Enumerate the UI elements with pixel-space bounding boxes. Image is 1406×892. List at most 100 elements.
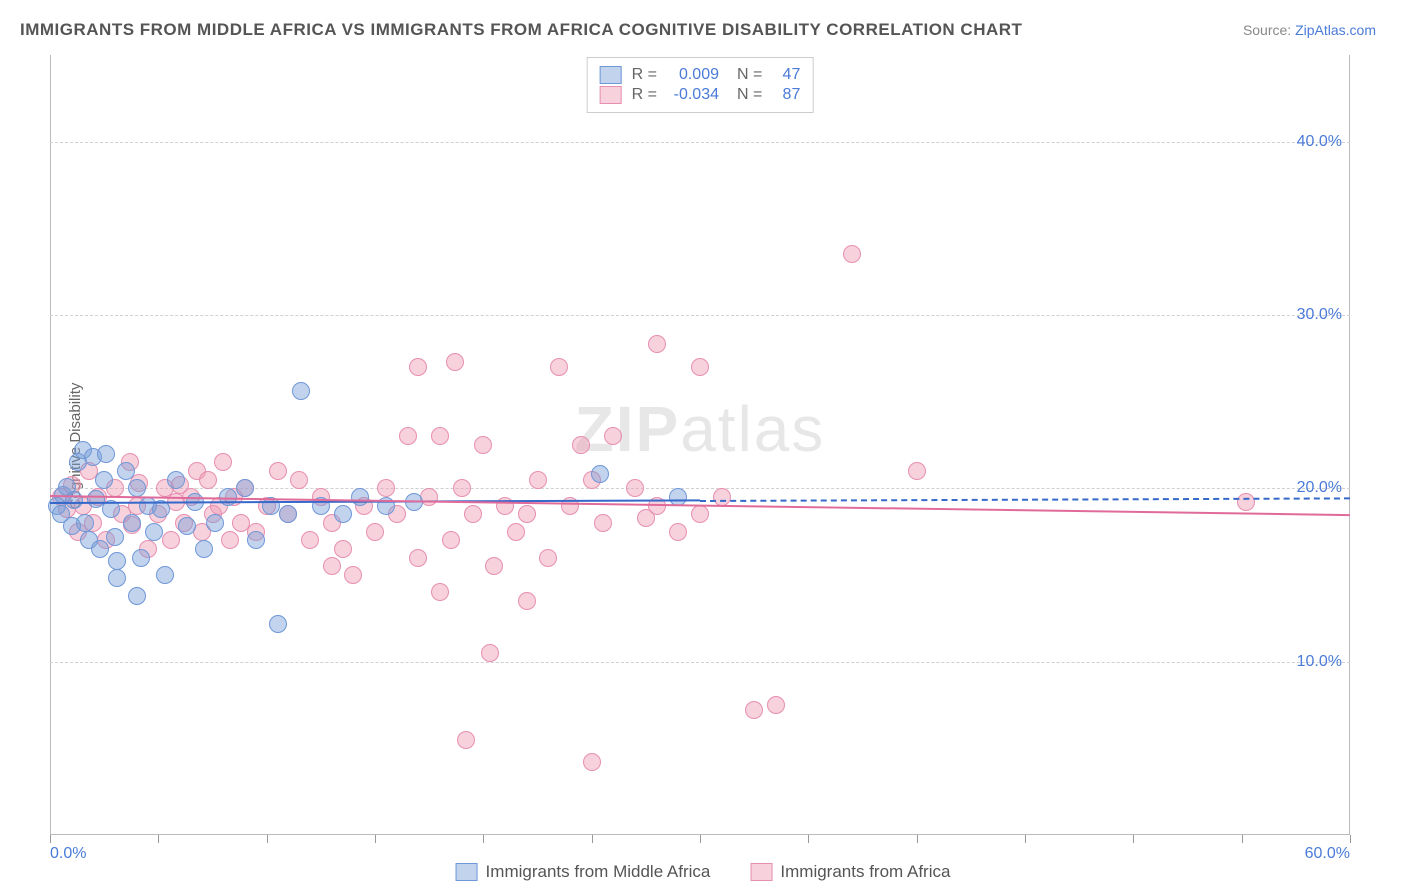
r-value-series1: 0.009 xyxy=(667,66,719,84)
scatter-point xyxy=(409,549,427,567)
chart-area: ZIPatlas 10.0%20.0%30.0%40.0%0.0%60.0% R… xyxy=(50,55,1350,835)
source-attribution: Source: ZipAtlas.com xyxy=(1243,22,1376,38)
scatter-point xyxy=(669,523,687,541)
source-prefix: Source: xyxy=(1243,22,1295,38)
r-value-series2: -0.034 xyxy=(667,86,719,104)
scatter-point xyxy=(691,358,709,376)
scatter-point xyxy=(128,479,146,497)
scatter-point xyxy=(128,587,146,605)
xtick xyxy=(917,835,918,843)
legend-item-series2: Immigrants from Africa xyxy=(750,862,950,882)
swatch-series2 xyxy=(600,86,622,104)
scatter-point xyxy=(442,531,460,549)
n-label: N = xyxy=(737,86,762,104)
gridline xyxy=(50,662,1350,663)
scatter-point xyxy=(529,471,547,489)
scatter-point xyxy=(269,615,287,633)
gridline xyxy=(50,142,1350,143)
legend-label-series2: Immigrants from Africa xyxy=(780,862,950,882)
scatter-point xyxy=(843,245,861,263)
xtick xyxy=(375,835,376,843)
xtick-label: 0.0% xyxy=(50,845,86,863)
info-row-series2: R = -0.034 N = 87 xyxy=(600,86,801,104)
legend-swatch-series2 xyxy=(750,863,772,881)
scatter-point xyxy=(214,453,232,471)
xtick xyxy=(1133,835,1134,843)
scatter-point xyxy=(453,479,471,497)
scatter-point xyxy=(156,566,174,584)
gridline xyxy=(50,315,1350,316)
ytick-label: 40.0% xyxy=(1297,133,1342,151)
scatter-point xyxy=(604,427,622,445)
scatter-point xyxy=(108,552,126,570)
scatter-point xyxy=(351,488,369,506)
scatter-point xyxy=(446,353,464,371)
legend-item-series1: Immigrants from Middle Africa xyxy=(456,862,711,882)
scatter-point xyxy=(95,471,113,489)
xtick xyxy=(158,835,159,843)
scatter-point xyxy=(594,514,612,532)
scatter-point xyxy=(301,531,319,549)
ytick-label: 20.0% xyxy=(1297,479,1342,497)
swatch-series1 xyxy=(600,66,622,84)
scatter-point xyxy=(539,549,557,567)
scatter-point xyxy=(591,465,609,483)
xtick xyxy=(592,835,593,843)
scatter-point xyxy=(323,557,341,575)
scatter-point xyxy=(377,479,395,497)
scatter-point xyxy=(583,753,601,771)
scatter-point xyxy=(334,540,352,558)
source-link[interactable]: ZipAtlas.com xyxy=(1295,22,1376,38)
scatter-point xyxy=(221,531,239,549)
xtick xyxy=(808,835,809,843)
scatter-point xyxy=(767,696,785,714)
scatter-point xyxy=(162,531,180,549)
scatter-point xyxy=(236,479,254,497)
scatter-point xyxy=(713,488,731,506)
scatter-point xyxy=(745,701,763,719)
scatter-point xyxy=(279,505,297,523)
scatter-point xyxy=(247,531,265,549)
scatter-point xyxy=(145,523,163,541)
scatter-point xyxy=(199,471,217,489)
scatter-point xyxy=(518,505,536,523)
scatter-point xyxy=(97,445,115,463)
scatter-point xyxy=(474,436,492,454)
scatter-point xyxy=(485,557,503,575)
scatter-point xyxy=(431,427,449,445)
scatter-point xyxy=(409,358,427,376)
n-value-series2: 87 xyxy=(772,86,800,104)
n-label: N = xyxy=(737,66,762,84)
correlation-info-box: R = 0.009 N = 47 R = -0.034 N = 87 xyxy=(587,57,814,113)
scatter-point xyxy=(206,514,224,532)
scatter-point xyxy=(1237,493,1255,511)
scatter-point xyxy=(195,540,213,558)
scatter-point xyxy=(65,491,83,509)
scatter-point xyxy=(106,528,124,546)
scatter-point xyxy=(518,592,536,610)
scatter-point xyxy=(290,471,308,489)
scatter-point xyxy=(626,479,644,497)
scatter-point xyxy=(132,549,150,567)
scatter-point xyxy=(550,358,568,376)
axis-right xyxy=(1349,55,1350,835)
scatter-point xyxy=(123,514,141,532)
scatter-point xyxy=(481,644,499,662)
scatter-point xyxy=(457,731,475,749)
scatter-point xyxy=(507,523,525,541)
scatter-point xyxy=(572,436,590,454)
scatter-point xyxy=(399,427,417,445)
chart-title: IMMIGRANTS FROM MIDDLE AFRICA VS IMMIGRA… xyxy=(20,20,1022,40)
scatter-point xyxy=(908,462,926,480)
axis-left xyxy=(50,55,51,835)
ytick-label: 10.0% xyxy=(1297,653,1342,671)
scatter-point xyxy=(366,523,384,541)
scatter-point xyxy=(76,514,94,532)
scatter-point xyxy=(167,471,185,489)
xtick-label: 60.0% xyxy=(1305,845,1350,863)
scatter-point xyxy=(648,335,666,353)
r-label: R = xyxy=(632,86,657,104)
scatter-point xyxy=(117,462,135,480)
bottom-legend: Immigrants from Middle Africa Immigrants… xyxy=(456,862,951,882)
scatter-point xyxy=(334,505,352,523)
